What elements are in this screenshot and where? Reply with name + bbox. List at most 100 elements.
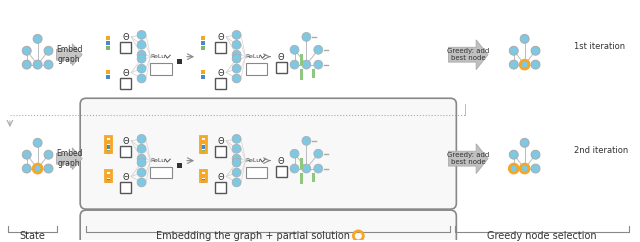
Text: Embed
graph: Embed graph bbox=[56, 149, 83, 168]
Bar bbox=[300, 173, 303, 184]
Circle shape bbox=[44, 164, 53, 173]
Circle shape bbox=[531, 60, 540, 69]
Circle shape bbox=[520, 34, 529, 43]
Text: ReLu: ReLu bbox=[151, 158, 166, 163]
Bar bbox=[200, 170, 206, 181]
Circle shape bbox=[232, 144, 241, 153]
Text: ReLu: ReLu bbox=[246, 158, 261, 163]
Text: ReLu: ReLu bbox=[151, 54, 166, 59]
Circle shape bbox=[314, 164, 323, 173]
Bar bbox=[215, 78, 226, 89]
Circle shape bbox=[137, 178, 146, 187]
Bar bbox=[106, 41, 110, 45]
Circle shape bbox=[44, 46, 53, 55]
Circle shape bbox=[44, 60, 53, 69]
Circle shape bbox=[137, 158, 146, 167]
Circle shape bbox=[302, 60, 311, 69]
Circle shape bbox=[531, 164, 540, 173]
Circle shape bbox=[314, 45, 323, 54]
Circle shape bbox=[232, 74, 241, 83]
Polygon shape bbox=[56, 148, 82, 170]
Text: Greedy node selection: Greedy node selection bbox=[486, 231, 596, 241]
Circle shape bbox=[137, 134, 146, 143]
Circle shape bbox=[290, 164, 299, 173]
Bar bbox=[106, 75, 110, 79]
Circle shape bbox=[509, 60, 518, 69]
Bar bbox=[120, 78, 131, 89]
Circle shape bbox=[137, 54, 146, 63]
Circle shape bbox=[22, 60, 31, 69]
Text: $\Theta$: $\Theta$ bbox=[277, 51, 285, 62]
Circle shape bbox=[33, 60, 42, 69]
Circle shape bbox=[137, 168, 146, 177]
Circle shape bbox=[33, 34, 42, 43]
Text: $\Theta$: $\Theta$ bbox=[217, 171, 225, 182]
Bar bbox=[105, 170, 111, 181]
Circle shape bbox=[314, 149, 323, 158]
Circle shape bbox=[232, 178, 241, 187]
Bar bbox=[120, 182, 131, 193]
Circle shape bbox=[509, 46, 518, 55]
Circle shape bbox=[302, 32, 311, 41]
Circle shape bbox=[232, 30, 241, 39]
Text: 1st iteration: 1st iteration bbox=[574, 42, 625, 51]
Circle shape bbox=[22, 46, 31, 55]
Text: $\Theta$: $\Theta$ bbox=[277, 155, 285, 166]
Bar bbox=[106, 150, 110, 154]
Polygon shape bbox=[56, 44, 82, 66]
Bar bbox=[215, 182, 226, 193]
Bar bbox=[300, 158, 303, 168]
Bar bbox=[106, 36, 110, 40]
Bar bbox=[150, 63, 172, 75]
Circle shape bbox=[232, 134, 241, 143]
Bar bbox=[276, 62, 287, 73]
Circle shape bbox=[33, 138, 42, 147]
Text: $\Theta$: $\Theta$ bbox=[122, 67, 130, 78]
Text: Embedding the graph + partial solution: Embedding the graph + partial solution bbox=[156, 231, 351, 241]
Circle shape bbox=[520, 138, 529, 147]
Circle shape bbox=[509, 164, 518, 173]
Bar bbox=[201, 75, 205, 79]
Circle shape bbox=[44, 150, 53, 159]
Circle shape bbox=[232, 154, 241, 163]
Circle shape bbox=[232, 168, 241, 177]
Bar bbox=[120, 42, 131, 53]
Bar bbox=[201, 140, 205, 144]
Circle shape bbox=[137, 64, 146, 73]
Circle shape bbox=[137, 30, 146, 39]
Circle shape bbox=[137, 50, 146, 59]
Text: $\Theta$: $\Theta$ bbox=[217, 31, 225, 42]
Bar bbox=[215, 146, 226, 157]
Text: Greedy: add
best node: Greedy: add best node bbox=[447, 48, 490, 61]
Circle shape bbox=[33, 164, 42, 173]
Bar bbox=[300, 54, 303, 65]
Bar bbox=[201, 145, 205, 149]
Bar bbox=[201, 150, 205, 154]
Bar bbox=[201, 41, 205, 45]
Bar bbox=[312, 173, 316, 182]
Bar bbox=[300, 68, 303, 80]
Bar bbox=[106, 174, 110, 178]
Bar bbox=[106, 179, 110, 183]
Bar bbox=[312, 68, 316, 78]
Bar bbox=[201, 174, 205, 178]
Circle shape bbox=[520, 60, 529, 69]
Bar bbox=[246, 166, 268, 178]
Circle shape bbox=[137, 74, 146, 83]
Circle shape bbox=[302, 136, 311, 145]
FancyBboxPatch shape bbox=[80, 210, 456, 242]
Text: $\Theta$: $\Theta$ bbox=[217, 135, 225, 146]
Circle shape bbox=[137, 154, 146, 163]
Circle shape bbox=[531, 150, 540, 159]
Text: $\Theta$: $\Theta$ bbox=[122, 171, 130, 182]
Text: Greedy: add
best node: Greedy: add best node bbox=[447, 152, 490, 165]
Bar bbox=[106, 145, 110, 149]
Text: $\Theta$: $\Theta$ bbox=[122, 135, 130, 146]
Polygon shape bbox=[449, 40, 488, 69]
Bar bbox=[177, 59, 182, 64]
Bar bbox=[215, 42, 226, 53]
Circle shape bbox=[137, 144, 146, 153]
Text: 2nd iteration: 2nd iteration bbox=[574, 146, 628, 155]
Bar bbox=[200, 136, 206, 152]
Circle shape bbox=[22, 164, 31, 173]
